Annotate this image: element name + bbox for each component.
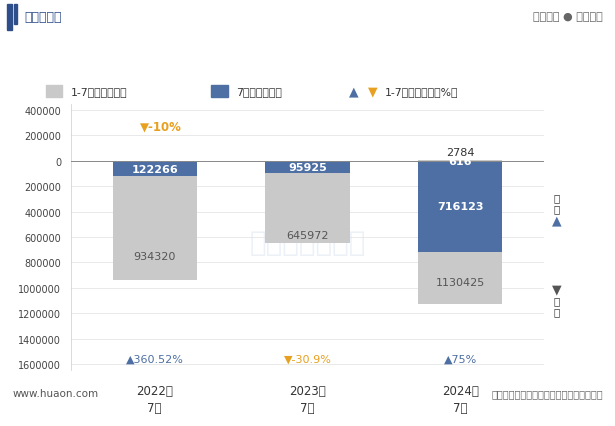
Text: 7月（千美元）: 7月（千美元） bbox=[236, 87, 282, 97]
Bar bbox=[46, 86, 63, 98]
Text: 口: 口 bbox=[554, 306, 560, 316]
Text: ▲: ▲ bbox=[349, 86, 359, 98]
Text: ▲: ▲ bbox=[552, 214, 561, 227]
Bar bbox=[266, 161, 349, 243]
Text: 934320: 934320 bbox=[133, 251, 176, 262]
Bar bbox=[113, 161, 197, 177]
Text: ▲360.52%: ▲360.52% bbox=[126, 354, 184, 364]
Text: 专业严谨 ● 客观科学: 专业严谨 ● 客观科学 bbox=[533, 12, 603, 23]
Text: 口: 口 bbox=[554, 204, 560, 214]
Text: 2022-2024年7月成都高新西园综合保税区进、出口额: 2022-2024年7月成都高新西园综合保税区进、出口额 bbox=[156, 49, 459, 66]
Bar bbox=[418, 161, 502, 252]
Text: ▼: ▼ bbox=[368, 86, 378, 98]
Text: 2784: 2784 bbox=[446, 147, 475, 157]
Bar bbox=[7, 6, 12, 31]
Bar bbox=[266, 161, 349, 173]
Bar bbox=[113, 161, 197, 280]
Text: 华经情报网: 华经情报网 bbox=[25, 11, 62, 24]
Text: www.huaon.com: www.huaon.com bbox=[12, 388, 98, 398]
Text: 1-7月同比增速（%）: 1-7月同比增速（%） bbox=[384, 87, 458, 97]
Text: ▼-30.9%: ▼-30.9% bbox=[284, 354, 331, 364]
Text: 95925: 95925 bbox=[288, 162, 327, 173]
Text: 资料来源：中国海关；华经产业研究院整理: 资料来源：中国海关；华经产业研究院整理 bbox=[491, 388, 603, 398]
Bar bbox=[14, 6, 17, 26]
Text: ▼-10%: ▼-10% bbox=[140, 121, 182, 134]
Bar bbox=[212, 86, 228, 98]
Text: 1130425: 1130425 bbox=[435, 277, 485, 287]
Text: 616: 616 bbox=[448, 156, 472, 167]
Text: 出: 出 bbox=[554, 193, 560, 203]
Text: ▼: ▼ bbox=[552, 283, 561, 296]
Text: 1-7月（千美元）: 1-7月（千美元） bbox=[71, 87, 127, 97]
Text: ▲75%: ▲75% bbox=[443, 354, 477, 364]
Text: 716123: 716123 bbox=[437, 202, 483, 212]
Text: 645972: 645972 bbox=[286, 230, 329, 240]
Text: 进: 进 bbox=[554, 295, 560, 305]
Bar bbox=[418, 161, 502, 305]
Text: 122266: 122266 bbox=[132, 164, 178, 174]
Text: 华经产业研究院: 华经产业研究院 bbox=[249, 229, 366, 257]
